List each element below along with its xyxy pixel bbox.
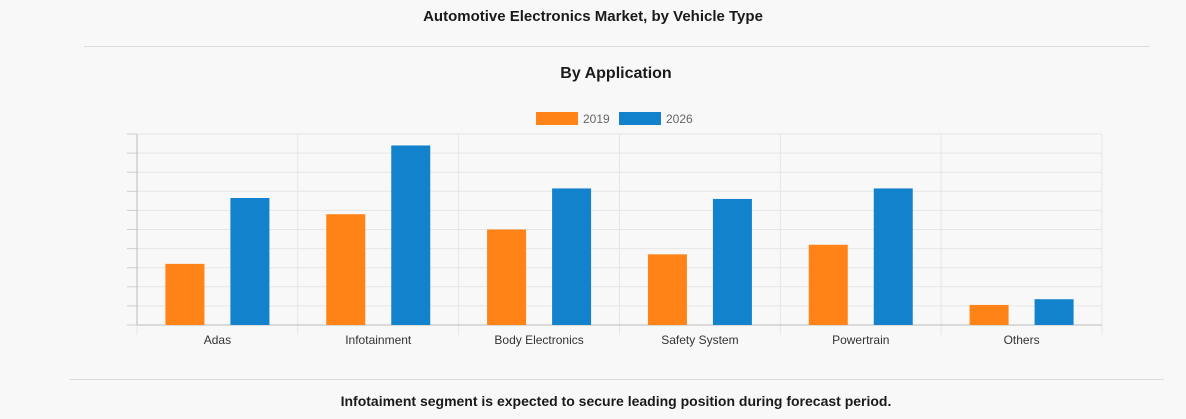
footer-note: Infotaiment segment is expected to secur…	[340, 393, 892, 409]
bar-2026-others	[1034, 299, 1074, 325]
bar-2026-adas	[230, 197, 270, 325]
bar-2019-body-electronics	[487, 229, 527, 325]
bar-2026-powertrain	[873, 188, 913, 325]
bar-2019-infotainment	[326, 214, 366, 325]
bar-2019-others	[969, 304, 1009, 325]
bar-2026-body-electronics	[552, 188, 592, 325]
x-tick-label: Infotainment	[345, 333, 412, 347]
legend-swatch-2019	[536, 112, 578, 125]
x-tick-label: Safety System	[661, 333, 738, 347]
legend-swatch-2026	[619, 112, 661, 125]
bar-2019-powertrain	[808, 244, 848, 325]
bar-2019-safety-system	[647, 254, 687, 325]
bar-2019-adas	[165, 263, 205, 325]
bar-2026-safety-system	[712, 198, 752, 325]
chart-title: By Application	[560, 65, 672, 82]
x-tick-label: Adas	[204, 333, 231, 347]
top-divider	[84, 46, 1150, 47]
x-tick-label: Powertrain	[832, 333, 889, 347]
bottom-divider	[70, 379, 1164, 380]
legend-label: 2019	[583, 112, 610, 126]
page-title: Automotive Electronics Market, by Vehicl…	[423, 8, 763, 25]
x-tick-label: Body Electronics	[494, 333, 583, 347]
x-tick-label: Others	[1004, 333, 1040, 347]
legend-label: 2026	[666, 112, 693, 126]
bar-2026-infotainment	[391, 145, 431, 325]
